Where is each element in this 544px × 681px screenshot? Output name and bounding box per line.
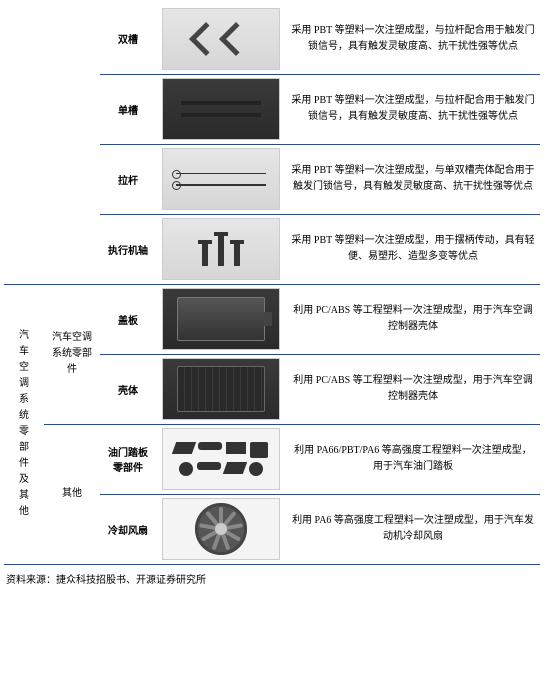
source-line: 资料来源：捷众科技招股书、开源证券研究所	[4, 565, 540, 586]
part-desc: 采用 PBT 等塑料一次注塑成型，与单双槽壳体配合用于触发门锁信号，具有触发灵敏…	[286, 144, 540, 214]
part-desc: 利用 PC/ABS 等工程塑料一次注塑成型，用于汽车空调控制器壳体	[286, 354, 540, 424]
part-thumb	[156, 4, 286, 74]
part-thumb	[156, 494, 286, 564]
part-name: 执行机轴	[100, 214, 156, 284]
category-outer: 汽车空调系统零部件及其他	[4, 284, 44, 564]
parts-table: 双槽采用 PBT 等塑料一次注塑成型，与拉杆配合用于触发门锁信号，具有触发灵敏度…	[4, 4, 540, 565]
part-desc: 利用 PC/ABS 等工程塑料一次注塑成型，用于汽车空调控制器壳体	[286, 284, 540, 354]
part-name: 冷却风扇	[100, 494, 156, 564]
table-row: 双槽 采用 PBT 等塑料一次注塑成型，与拉杆配合用于触发门锁信号，具有触发灵敏度…	[4, 4, 540, 74]
category-outer-empty	[4, 4, 44, 284]
table-row: 汽车空调系统零部件及其他汽车空调系统零部件盖板利用 PC/ABS 等工程塑料一次…	[4, 284, 540, 354]
part-desc: 采用 PBT 等塑料一次注塑成型，与拉杆配合用于触发门锁信号，具有触发灵敏度高、…	[286, 74, 540, 144]
part-name: 油门踏板零部件	[100, 424, 156, 494]
part-name: 拉杆	[100, 144, 156, 214]
part-thumb	[156, 214, 286, 284]
part-desc: 利用 PA66/PBT/PA6 等高强度工程塑料一次注塑成型，用于汽车油门踏板	[286, 424, 540, 494]
part-name: 壳体	[100, 354, 156, 424]
part-thumb	[156, 144, 286, 214]
category-inner: 汽车空调系统零部件	[44, 284, 100, 424]
category-inner: 其他	[44, 424, 100, 564]
part-desc: 利用 PA6 等高强度工程塑料一次注塑成型，用于汽车发动机冷却风扇	[286, 494, 540, 564]
part-desc: 采用 PBT 等塑料一次注塑成型，与拉杆配合用于触发门锁信号，具有触发灵敏度高、…	[286, 4, 540, 74]
part-name: 单槽	[100, 74, 156, 144]
table-row: 其他油门踏板零部件利用 PA66/PBT/PA6 等高强度工程塑料一次注塑成型，…	[4, 424, 540, 494]
part-desc: 采用 PBT 等塑料一次注塑成型，用于摆柄传动，具有轻便、易塑形、造型多变等优点	[286, 214, 540, 284]
part-name: 双槽	[100, 4, 156, 74]
part-name: 盖板	[100, 284, 156, 354]
category-inner-empty	[44, 4, 100, 284]
part-thumb	[156, 424, 286, 494]
part-thumb	[156, 354, 286, 424]
part-thumb	[156, 74, 286, 144]
part-thumb	[156, 284, 286, 354]
